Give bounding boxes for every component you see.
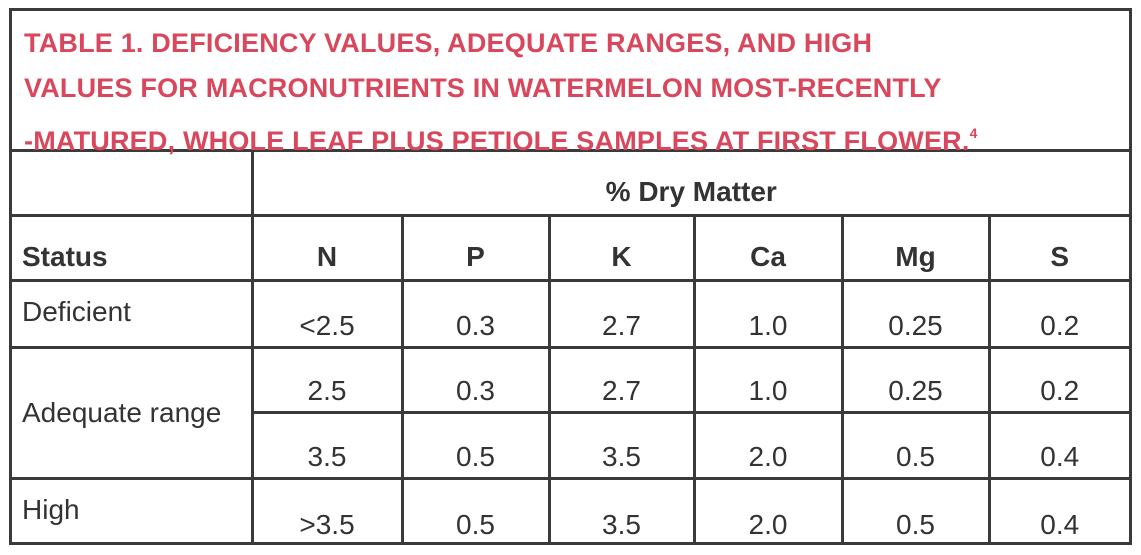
table-row: High >3.5 0.5 3.5 2.0 0.5 0.4 bbox=[12, 476, 1129, 545]
table-row: Deficient <2.5 0.3 2.7 1.0 0.25 0.2 bbox=[12, 278, 1129, 349]
value-cell: 1.0 bbox=[692, 345, 844, 414]
value-cell: 0.5 bbox=[400, 476, 551, 545]
table-row: 3.5 0.5 3.5 2.0 0.5 0.4 bbox=[12, 410, 1129, 480]
data-table: % Dry Matter Status N P K Ca Mg S Deficient <2.… bbox=[12, 152, 1129, 545]
column-header: Ca bbox=[692, 213, 844, 282]
empty-cell bbox=[12, 152, 254, 217]
title-line: -MATURED, WHOLE LEAF PLUS PETIOLE SAMPLE… bbox=[24, 125, 978, 156]
value-cell: 3.5 bbox=[547, 476, 696, 545]
column-header: N bbox=[250, 213, 404, 282]
value-cell: 3.5 bbox=[547, 410, 696, 480]
value-cell: 0.2 bbox=[987, 345, 1129, 414]
table-title: TABLE 1. DEFICIENCY VALUES, ADEQUATE RAN… bbox=[12, 11, 1129, 156]
column-header-row: Status N P K Ca Mg S bbox=[12, 213, 1129, 282]
group-header: % Dry Matter bbox=[250, 152, 1129, 217]
column-header: K bbox=[547, 213, 696, 282]
table-row: Adequate range 2.5 0.3 2.7 1.0 0.25 0.2 bbox=[12, 345, 1129, 480]
value-cell: 2.5 bbox=[250, 345, 404, 414]
value-cell: 0.2 bbox=[987, 278, 1129, 349]
value-cell: 0.5 bbox=[840, 410, 991, 480]
value-cell: 0.25 bbox=[840, 278, 991, 349]
status-cell: Deficient bbox=[12, 278, 254, 349]
column-header: P bbox=[400, 213, 551, 282]
column-header: Mg bbox=[840, 213, 991, 282]
value-cell: 0.4 bbox=[987, 476, 1129, 545]
title-line: TABLE 1. DEFICIENCY VALUES, ADEQUATE RAN… bbox=[24, 28, 873, 58]
footnote-ref: 4 bbox=[969, 125, 978, 141]
value-cell: 0.5 bbox=[400, 410, 551, 480]
value-cell: 0.4 bbox=[987, 410, 1129, 480]
value-cell: 2.0 bbox=[692, 410, 844, 480]
status-cell: High bbox=[12, 476, 254, 545]
column-header: Status bbox=[12, 213, 254, 282]
value-cell: 0.5 bbox=[840, 476, 991, 545]
column-header: S bbox=[987, 213, 1129, 282]
table-card: TABLE 1. DEFICIENCY VALUES, ADEQUATE RAN… bbox=[9, 8, 1132, 545]
group-header-row: % Dry Matter bbox=[12, 152, 1129, 217]
value-cell: 0.3 bbox=[400, 345, 551, 414]
value-cell: >3.5 bbox=[250, 476, 404, 545]
status-cell: Adequate range bbox=[12, 345, 254, 480]
value-cell: 2.7 bbox=[547, 278, 696, 349]
title-line: VALUES FOR MACRONUTRIENTS IN WATERMELON … bbox=[24, 73, 942, 103]
value-cell: 2.0 bbox=[692, 476, 844, 545]
value-cell: 1.0 bbox=[692, 278, 844, 349]
value-cell: 0.25 bbox=[840, 345, 991, 414]
value-cell: <2.5 bbox=[250, 278, 404, 349]
value-cell: 0.3 bbox=[400, 278, 551, 349]
value-cell: 2.7 bbox=[547, 345, 696, 414]
value-cell: 3.5 bbox=[252, 410, 404, 480]
